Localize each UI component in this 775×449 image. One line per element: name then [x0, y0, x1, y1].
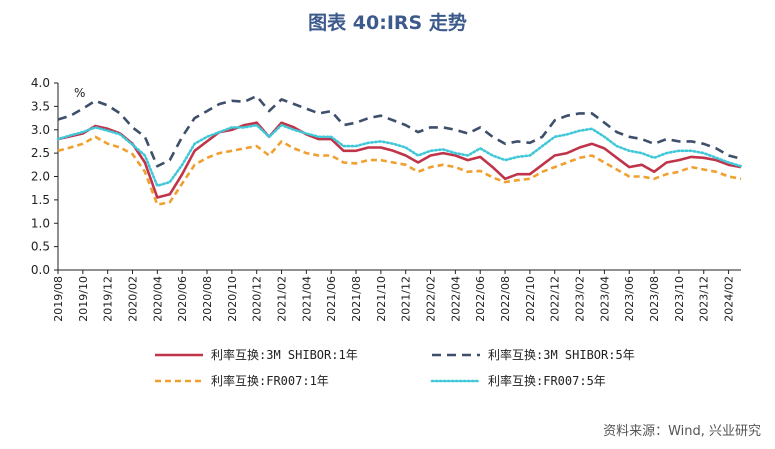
series-shibor-5y-line — [57, 94, 742, 168]
y-tick-label: 3.0 — [31, 123, 50, 137]
x-tick-label: 2022/10 — [524, 276, 537, 322]
y-tick-label: 3.5 — [31, 99, 50, 113]
x-tick-label: 2020/04 — [151, 276, 164, 322]
x-tick-label: 2021/08 — [350, 276, 363, 322]
y-tick-label: 4.0 — [31, 76, 50, 90]
series-fr007-1y-line — [57, 135, 742, 206]
y-tick-label: 1.5 — [31, 193, 50, 207]
x-tick-label: 2019/08 — [52, 276, 65, 322]
series-shibor-1y-line — [57, 121, 742, 199]
legend-label: 利率互换:3M SHIBOR:1年 — [211, 347, 358, 362]
x-tick-label: 2023/04 — [598, 276, 611, 322]
x-tick-label: 2022/12 — [549, 276, 562, 322]
series-fr007-5y-line — [56, 123, 743, 188]
x-tick-label: 2020/10 — [226, 276, 239, 322]
x-tick-label: 2022/04 — [449, 276, 462, 322]
x-tick-label: 2022/06 — [474, 276, 487, 322]
x-tick-label: 2023/12 — [698, 276, 711, 322]
x-tick-label: 2021/02 — [276, 276, 289, 322]
y-tick-label: 0.0 — [31, 263, 50, 277]
y-tick-label: 2.5 — [31, 146, 50, 160]
chart-title: 图表 40:IRS 走势 — [308, 12, 467, 34]
x-tick-label: 2023/10 — [673, 276, 686, 322]
x-tick-label: 2020/02 — [127, 276, 140, 322]
x-tick-label: 2024/02 — [723, 276, 736, 322]
x-tick-label: 2020/08 — [201, 276, 214, 322]
y-tick-label: 2.0 — [31, 170, 50, 184]
x-tick-label: 2022/08 — [499, 276, 512, 322]
x-tick-label: 2023/08 — [648, 276, 661, 322]
x-tick-label: 2021/10 — [375, 276, 388, 322]
x-tick-label: 2021/04 — [300, 276, 313, 322]
y-unit-label: % — [74, 86, 85, 100]
x-tick-label: 2020/06 — [176, 276, 189, 322]
legend-label: 利率互换:FR007:1年 — [211, 373, 329, 388]
source-note: 资料来源：Wind, 兴业研究 — [603, 424, 761, 439]
x-tick-label: 2021/06 — [325, 276, 338, 322]
x-tick-label: 2021/12 — [400, 276, 413, 322]
x-tick-label: 2019/12 — [102, 276, 115, 322]
legend-label: 利率互换:3M SHIBOR:5年 — [488, 347, 635, 362]
x-tick-label: 2022/02 — [425, 276, 438, 322]
legend-label: 利率互换:FR007:5年 — [488, 373, 606, 388]
y-tick-label: 1.0 — [31, 216, 50, 230]
x-tick-label: 2019/10 — [77, 276, 90, 322]
x-tick-label: 2023/02 — [574, 276, 587, 322]
x-tick-label: 2023/06 — [623, 276, 636, 322]
x-tick-label: 2020/12 — [251, 276, 264, 322]
y-tick-label: 0.5 — [31, 240, 50, 254]
